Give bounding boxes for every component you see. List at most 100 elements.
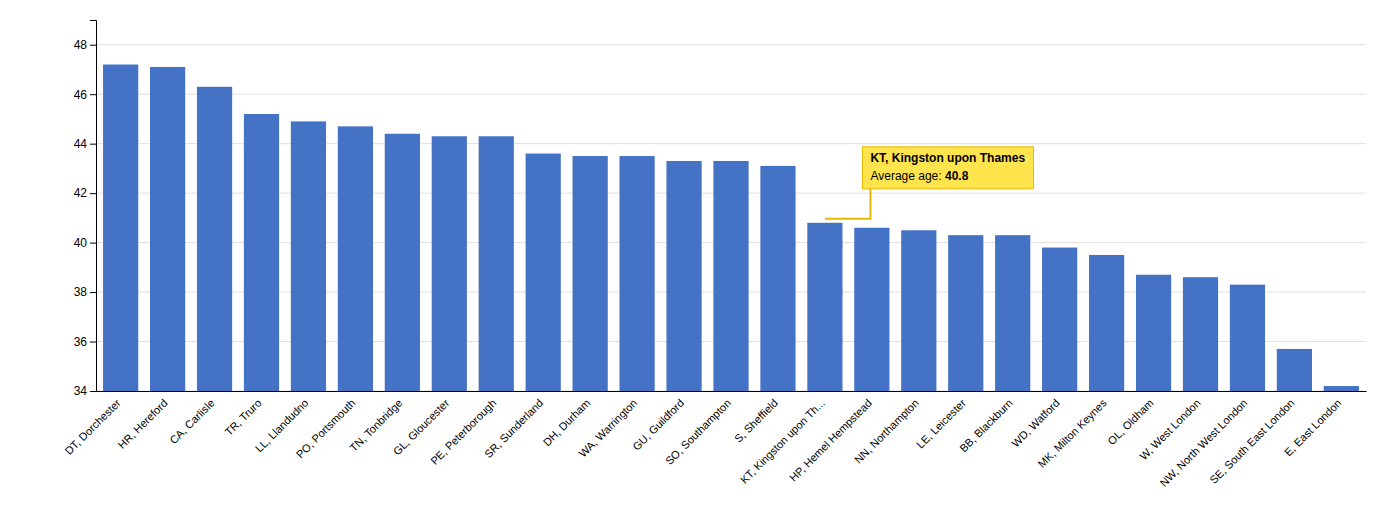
tick: TR, Truro bbox=[222, 391, 263, 438]
tick-mark bbox=[90, 193, 96, 194]
tick-mark bbox=[90, 243, 96, 244]
bar bbox=[619, 156, 654, 391]
tick-label: 34 bbox=[74, 384, 88, 398]
bar bbox=[1230, 285, 1265, 391]
tick-mark bbox=[90, 144, 96, 145]
tick: 42 bbox=[74, 186, 96, 200]
tick: SR, Sunderland bbox=[482, 391, 545, 460]
tick: DH, Durham bbox=[541, 391, 593, 448]
tick-label: DT, Dorchester bbox=[62, 396, 123, 457]
tick-label: S, Sheffield bbox=[732, 397, 780, 445]
callout-title: KT, Kingston upon Thames bbox=[870, 151, 1025, 165]
tick-mark bbox=[90, 342, 96, 343]
bar bbox=[244, 114, 279, 391]
x-axis: DT, DorchesterHR, HerefordCA, CarlisleTR… bbox=[62, 391, 1366, 489]
tick-label: 48 bbox=[74, 38, 88, 52]
bar bbox=[948, 235, 983, 391]
callout: KT, Kingston upon Thames Average age: 40.… bbox=[825, 147, 1034, 219]
bar bbox=[432, 136, 467, 391]
tick: WD, Watford bbox=[1009, 391, 1062, 449]
grid-line bbox=[96, 143, 1366, 144]
bars bbox=[103, 65, 1359, 391]
bar bbox=[291, 121, 326, 391]
tick: HP, Hemel Hempstead bbox=[787, 391, 874, 484]
bar bbox=[901, 230, 936, 391]
callout-text: Average age: 40.8 bbox=[870, 169, 968, 183]
tick: 36 bbox=[74, 335, 96, 349]
tick-label: 46 bbox=[74, 88, 88, 102]
bar bbox=[338, 126, 373, 391]
tick-label: WD, Watford bbox=[1009, 397, 1062, 450]
tick: S, Sheffield bbox=[732, 391, 780, 445]
tick-label: 44 bbox=[74, 137, 88, 151]
tick-label: SR, Sunderland bbox=[482, 397, 545, 460]
callout-line bbox=[825, 189, 871, 219]
tick-label: NN, Northampton bbox=[852, 397, 921, 466]
bar bbox=[1277, 349, 1312, 391]
tick: MK, Milton Keynes bbox=[1035, 391, 1109, 470]
bar bbox=[760, 166, 795, 391]
callout-label: Average age: bbox=[870, 169, 945, 183]
tick-label: HP, Hemel Hempstead bbox=[787, 397, 874, 484]
tick-label: HR, Hereford bbox=[115, 397, 169, 451]
grid-line bbox=[96, 44, 1366, 45]
tick-label: WA, Warrington bbox=[576, 397, 639, 460]
tick-label: BB, Blackburn bbox=[957, 397, 1015, 455]
bar bbox=[103, 65, 138, 391]
tick-label: 38 bbox=[74, 285, 88, 299]
bar bbox=[150, 67, 185, 391]
tick-label: MK, Milton Keynes bbox=[1035, 396, 1109, 470]
tick-label: E, East London bbox=[1282, 397, 1344, 459]
bar bbox=[1324, 386, 1359, 391]
tick: NW, North West London bbox=[1157, 391, 1249, 489]
bar bbox=[666, 161, 701, 391]
tick-label: 40 bbox=[74, 236, 88, 250]
tick-label: SO, Southampton bbox=[663, 397, 733, 467]
bar bbox=[1136, 275, 1171, 391]
axis-line bbox=[90, 21, 97, 392]
tick-label: PO, Portsmouth bbox=[294, 397, 358, 461]
tick-mark bbox=[90, 292, 96, 293]
callout-box bbox=[862, 147, 1033, 189]
bar bbox=[1183, 277, 1218, 391]
tick: BB, Blackburn bbox=[957, 391, 1015, 454]
bar bbox=[807, 223, 842, 391]
callout-value: 40.8 bbox=[945, 169, 969, 183]
tick: 38 bbox=[74, 285, 96, 299]
bar bbox=[385, 134, 420, 391]
tick: DT, Dorchester bbox=[62, 391, 123, 457]
bar bbox=[1089, 255, 1124, 391]
bar bbox=[197, 87, 232, 391]
tick-mark bbox=[90, 391, 96, 392]
tick: WA, Warrington bbox=[576, 391, 639, 459]
bar bbox=[854, 228, 889, 391]
tick-label: 42 bbox=[74, 186, 88, 200]
plot: 34 36 38 40 42 44 46 48 DT, DorchesterHR, Herefo… bbox=[62, 21, 1366, 509]
tick: CA, Carlisle bbox=[167, 391, 217, 446]
tick: OL, Oldham bbox=[1105, 391, 1155, 447]
tick-mark bbox=[90, 94, 96, 95]
bar bbox=[479, 136, 514, 391]
bar bbox=[713, 161, 748, 391]
bar bbox=[995, 235, 1030, 391]
axis-line bbox=[97, 391, 1367, 392]
tick-label: OL, Oldham bbox=[1105, 397, 1155, 447]
tick: 40 bbox=[74, 236, 96, 250]
tick: PO, Portsmouth bbox=[294, 391, 358, 460]
tick: 44 bbox=[74, 137, 96, 151]
bar bbox=[573, 156, 608, 391]
tick: 34 bbox=[74, 384, 96, 398]
y-axis: 34 36 38 40 42 44 46 48 bbox=[74, 21, 97, 399]
tick-label: NW, North West London bbox=[1157, 397, 1249, 489]
grid-line bbox=[96, 94, 1366, 95]
tick: 46 bbox=[74, 88, 96, 102]
tick-mark bbox=[90, 45, 96, 46]
tick: SO, Southampton bbox=[663, 391, 733, 467]
tick-label: SE, South East London bbox=[1207, 397, 1296, 486]
tick-label: 36 bbox=[74, 335, 88, 349]
bar bbox=[526, 154, 561, 391]
tick: SE, South East London bbox=[1207, 391, 1296, 486]
tick: KT, Kingston upon Th... bbox=[738, 391, 827, 486]
tick: HR, Hereford bbox=[115, 391, 169, 451]
tick: E, East London bbox=[1282, 391, 1344, 458]
